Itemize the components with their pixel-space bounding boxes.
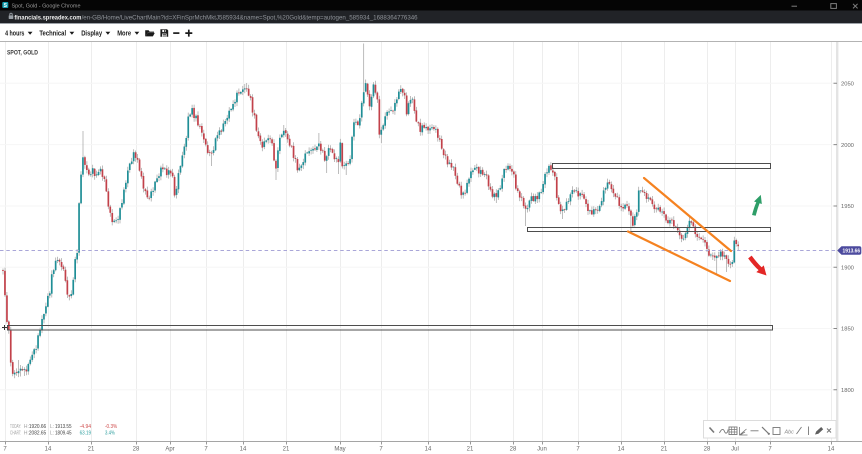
svg-text:Abc: Abc — [784, 429, 795, 435]
svg-text:7: 7 — [204, 447, 208, 453]
svg-text:14: 14 — [618, 447, 625, 453]
svg-text:28: 28 — [133, 447, 140, 453]
svg-text:21: 21 — [88, 447, 95, 453]
svg-text:1850: 1850 — [841, 327, 854, 333]
svg-text:7: 7 — [3, 447, 7, 453]
svg-text:-0.3%: -0.3% — [105, 424, 118, 430]
svg-text:7: 7 — [768, 447, 772, 453]
svg-text:14: 14 — [425, 447, 432, 453]
svg-text:financials.spreadex.com: financials.spreadex.com — [14, 15, 81, 22]
svg-text:1913.66: 1913.66 — [843, 249, 861, 255]
svg-text:1800: 1800 — [841, 388, 854, 394]
svg-text:63.19: 63.19 — [80, 431, 92, 437]
svg-text:7: 7 — [379, 447, 383, 453]
svg-text:Spot, Gold - Google Chrome: Spot, Gold - Google Chrome — [12, 3, 82, 9]
svg-text:S: S — [4, 3, 8, 9]
svg-text:More: More — [117, 30, 131, 37]
svg-text:1913.55: 1913.55 — [55, 424, 72, 430]
svg-text:28: 28 — [704, 447, 711, 453]
svg-text:4 hours: 4 hours — [5, 30, 24, 37]
svg-text:Technical: Technical — [39, 30, 66, 37]
svg-text:H:: H: — [24, 424, 29, 430]
svg-text:1900: 1900 — [841, 265, 854, 271]
svg-text:21: 21 — [661, 447, 668, 453]
svg-text:7: 7 — [576, 447, 580, 453]
svg-text:21: 21 — [467, 447, 474, 453]
svg-text:TODAY:: TODAY: — [10, 424, 21, 430]
svg-text:3.4%: 3.4% — [105, 431, 115, 437]
svg-text:14: 14 — [828, 447, 835, 453]
svg-text:CHART:: CHART: — [10, 431, 21, 437]
svg-text:L:: L: — [50, 431, 54, 437]
svg-text:2082.65: 2082.65 — [29, 431, 46, 437]
svg-text:28: 28 — [510, 447, 517, 453]
svg-text:Display: Display — [81, 30, 102, 37]
svg-text:21: 21 — [283, 447, 290, 453]
svg-text:Apr: Apr — [165, 447, 174, 453]
svg-text:Jul: Jul — [731, 447, 739, 453]
svg-text:L:: L: — [50, 424, 54, 430]
svg-text:1920.66: 1920.66 — [29, 424, 46, 430]
svg-text:2000: 2000 — [841, 143, 854, 149]
svg-text:1950: 1950 — [841, 204, 854, 210]
svg-text:May: May — [334, 447, 345, 453]
svg-text:14: 14 — [240, 447, 247, 453]
svg-text:1809.45: 1809.45 — [55, 431, 72, 437]
svg-text:/en-GB/Home/LiveChartMain?id=X: /en-GB/Home/LiveChartMain?id=XFinSprMchM… — [82, 15, 419, 22]
svg-text:14: 14 — [45, 447, 52, 453]
svg-text:-4.94: -4.94 — [80, 424, 92, 430]
svg-text:SPOT, GOLD: SPOT, GOLD — [7, 50, 39, 56]
svg-text:Jun: Jun — [537, 447, 547, 453]
svg-text:2050: 2050 — [841, 82, 854, 88]
svg-text:H:: H: — [24, 431, 29, 437]
